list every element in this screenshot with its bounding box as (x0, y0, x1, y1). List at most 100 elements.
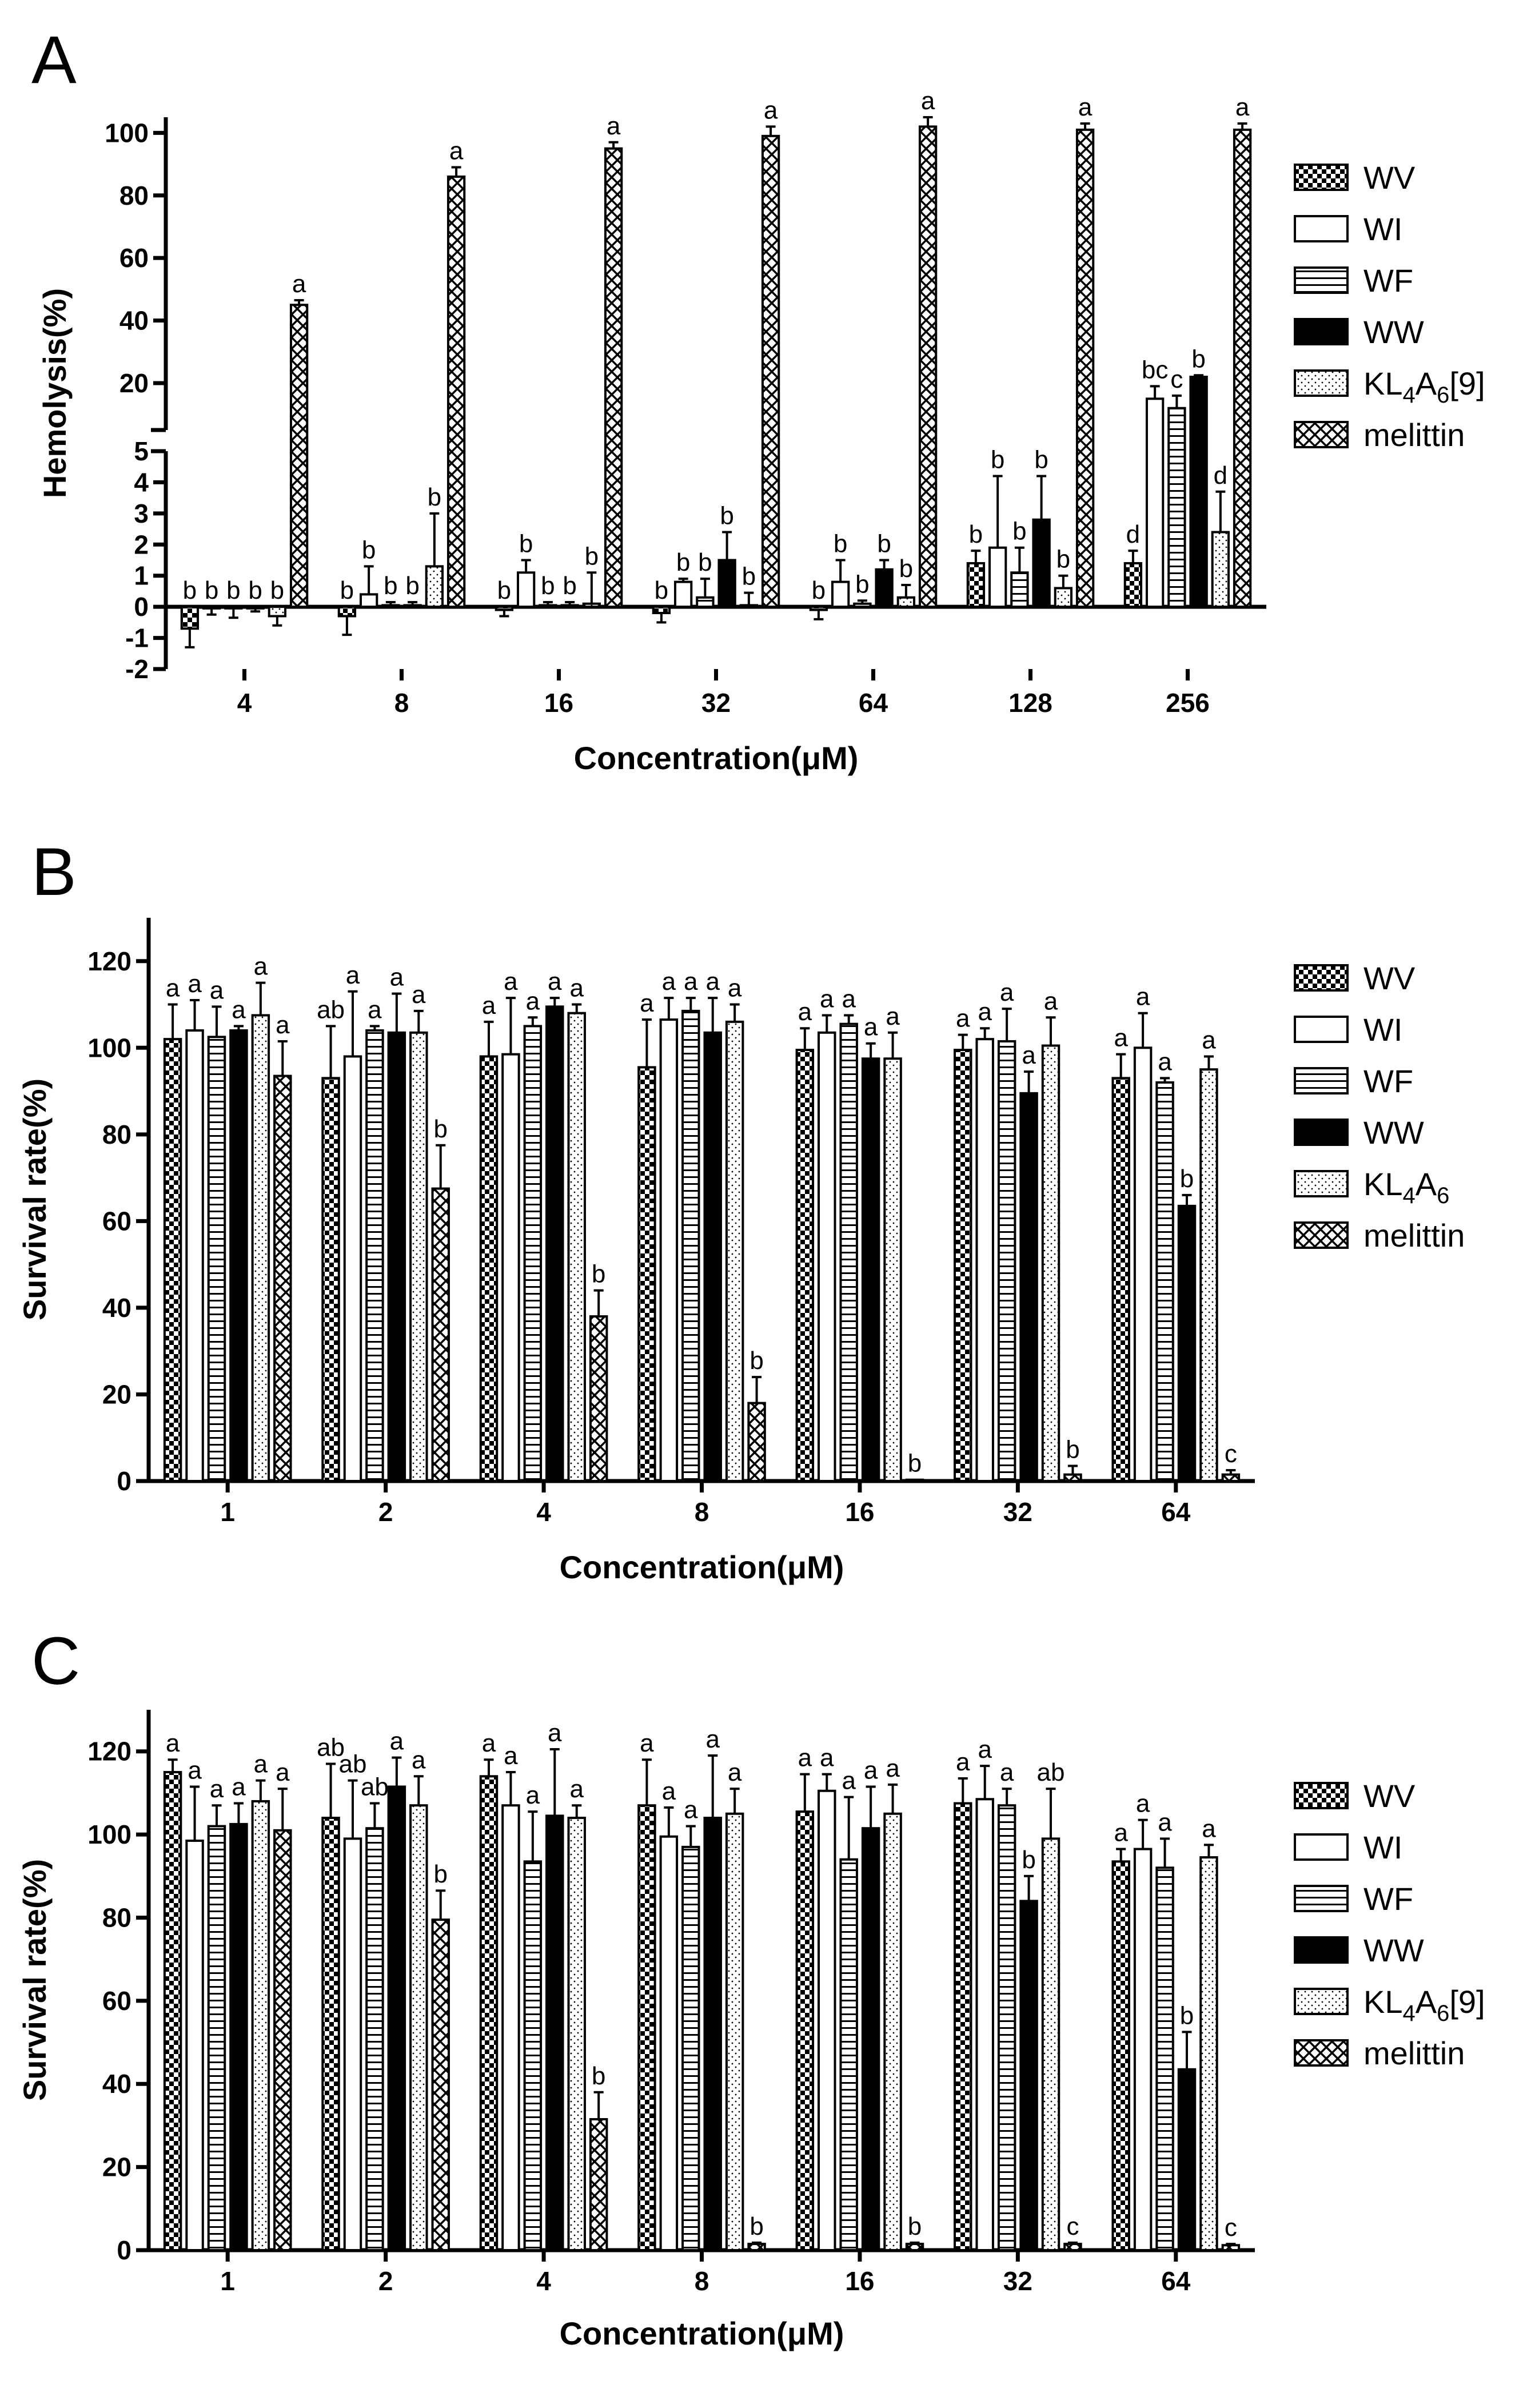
panel-c-bar (545, 1814, 564, 2252)
panel-b-bar (545, 1005, 564, 1482)
panel-c-significance-label: a (956, 1748, 970, 1776)
panel-b-bar (567, 1012, 586, 1482)
panel-a-bar (918, 125, 938, 608)
panel-c-bar (637, 1804, 656, 2252)
panel-b-significance-label: a (978, 998, 992, 1026)
panel-b-bar (343, 1055, 362, 1482)
panel-b-significance-label: a (504, 968, 518, 996)
panel-c-bar (997, 1804, 1016, 2252)
panel-a-bar (202, 606, 221, 610)
panel-c-legend-label: WV (1363, 1778, 1416, 1814)
panel-c-bar (1133, 1848, 1153, 2252)
panel-b-bar (725, 1020, 744, 1483)
panel-b-bar (659, 1018, 679, 1483)
panel-b-legend-label: melittin (1363, 1217, 1465, 1253)
panel-a-significance-label: a (449, 137, 464, 165)
panel-b-legend-swatch (1294, 1170, 1349, 1197)
panel-c-bar (321, 1817, 340, 2251)
panel-c-significance-label: a (820, 1744, 834, 1772)
panel-b-x-tick-label: 32 (1003, 1497, 1032, 1527)
panel-c-significance-label: a (640, 1729, 654, 1757)
panel-b-y-tick-label: 40 (102, 1293, 131, 1323)
panel-a-significance-label: b (834, 530, 847, 558)
panel-a-y-axis-title: Hemolysis(%) (37, 288, 73, 498)
panel-a-significance-label: b (855, 570, 869, 598)
panel-c-significance-label: a (254, 1750, 268, 1778)
panel-b-legend-swatch (1294, 964, 1349, 992)
panel-a-bar (1189, 376, 1208, 608)
panel-b-bar (1221, 1473, 1241, 1482)
panel-a-x-tick-label: 16 (544, 688, 573, 718)
panel-b-bar (818, 1031, 836, 1482)
panel-b-legend-label: WI (1363, 1012, 1402, 1048)
panel-c-significance-label: a (684, 1796, 698, 1824)
panel-a-bar (761, 134, 780, 608)
panel-a-significance-label: b (226, 576, 240, 604)
panel-c-significance-label: a (232, 1773, 246, 1801)
panel-c-significance-label: a (842, 1767, 856, 1795)
panel-c-legend-label: KL4A6[9] (1363, 1984, 1485, 2026)
panel-a-bar (495, 606, 514, 611)
panel-c-significance-label: a (526, 1781, 540, 1809)
panel-c-significance-label: a (886, 1754, 900, 1782)
panel-c-significance-label: a (210, 1775, 224, 1803)
panel-b-legend-swatch (1294, 1119, 1349, 1146)
panel-b-legend-label: WV (1363, 960, 1416, 996)
panel-c-bar (818, 1789, 836, 2251)
panel-b-y-axis-title: Survival rate(%) (17, 1078, 53, 1320)
panel-c-significance-label: a (1202, 1814, 1216, 1842)
panel-c-significance-label: a (1114, 1819, 1128, 1847)
panel-a-y-tick-label: 2 (134, 530, 149, 559)
panel-c-significance-label: c (1225, 2214, 1237, 2242)
panel-b-x-tick-label: 16 (845, 1497, 874, 1527)
panel-c-significance-label: a (1158, 1808, 1172, 1836)
panel-b-significance-label: a (662, 968, 676, 996)
panel-b-bar (1063, 1473, 1082, 1482)
panel-a-significance-label: a (1235, 93, 1250, 121)
panel-c-bar (839, 1858, 858, 2252)
panel-c-x-tick-label: 16 (845, 2266, 874, 2296)
panel-c-bar (567, 1817, 586, 2251)
panel-b-y-tick-label: 80 (102, 1120, 131, 1149)
panel-b-x-axis-title: Concentration(μM) (560, 1549, 844, 1585)
panel-b-legend-label: KL4A6 (1363, 1166, 1449, 1208)
panel-a-bar (582, 602, 601, 608)
panel-c-bar (523, 1860, 543, 2251)
panel-b-legend-label: WW (1363, 1115, 1424, 1151)
panel-b-x-tick-label: 2 (378, 1497, 393, 1527)
panel-b-y-tick-label: 120 (87, 946, 131, 976)
panel-a-significance-label: b (991, 446, 1004, 474)
panel-c-bar (747, 2243, 766, 2252)
panel-a-bar (696, 596, 715, 608)
panel-a-bar (896, 596, 916, 608)
panel-c-legend-label: melittin (1363, 2035, 1465, 2071)
panel-c-significance-label: a (504, 1742, 518, 1770)
panel-b-significance-label: c (1225, 1440, 1237, 1468)
panel-a-legend-label-part: 4 (1403, 383, 1416, 408)
panel-c-legend: WV WI WF WW KL4A6[9] melittin (1294, 1778, 1485, 2071)
panel-a-y-tick-label: 0 (134, 592, 149, 622)
panel-a-significance-label: b (183, 576, 197, 604)
panel-a-bar (539, 604, 557, 608)
panel-a-legend-label: WF (1363, 262, 1413, 298)
panel-b-bar (251, 1014, 270, 1482)
panel-c-bar (343, 1837, 362, 2252)
panel-c-x-tick-label: 2 (378, 2266, 393, 2296)
panel-c-bar (905, 2243, 924, 2252)
panel-a-x-axis-title: Concentration(μM) (574, 740, 859, 776)
panel-c-y-tick-label: 120 (87, 1737, 131, 1766)
panel-c-letter: C (31, 1623, 80, 1699)
panel-c-legend-label-part: 4 (1403, 2001, 1416, 2026)
panel-a-significance-label: b (969, 520, 983, 548)
panel-a-significance-label: b (205, 576, 218, 604)
panel-c-significance-label: b (1180, 2001, 1194, 2029)
panel-a-bar (403, 604, 422, 608)
panel-a-legend-label: WI (1363, 211, 1402, 247)
panel-b-legend: WV WI WF WW KL4A6 melittin (1294, 960, 1465, 1253)
panel-b-bar (1019, 1092, 1038, 1482)
panel-a-significance-label: b (655, 576, 668, 604)
panel-b-significance-label: b (908, 1450, 922, 1478)
panel-b-significance-label: ab (317, 996, 345, 1024)
panel-a-bar (1233, 128, 1252, 608)
